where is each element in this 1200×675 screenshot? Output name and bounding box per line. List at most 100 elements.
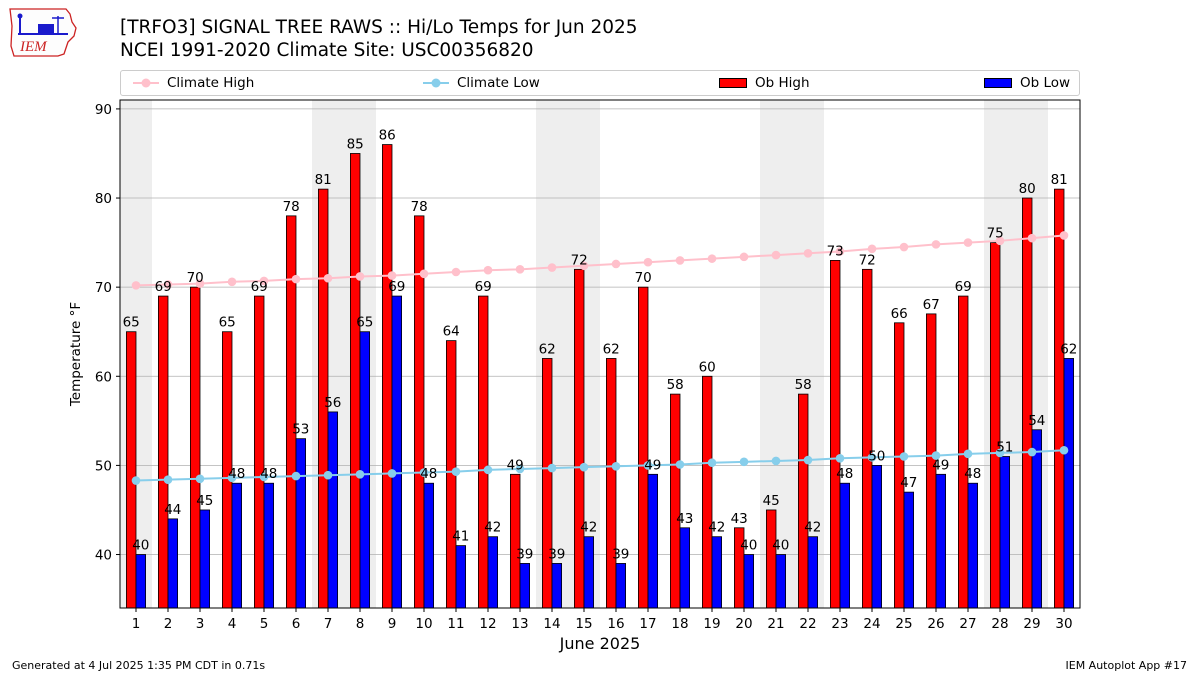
ob-low-value-label: 53 [292, 422, 309, 438]
x-tick-label: 25 [895, 616, 912, 632]
x-tick-label: 11 [447, 616, 464, 632]
ob-low-bar [327, 411, 339, 609]
ob-low-value-label: 42 [580, 520, 597, 536]
legend-label-climate-high: Climate High [167, 75, 255, 91]
ob-high-value-label: 70 [635, 270, 652, 286]
ob-high-bar [670, 393, 681, 609]
climate-low-point [323, 470, 333, 480]
ob-low-value-label: 42 [484, 520, 501, 536]
ob-high-bar [1054, 188, 1065, 609]
ob-low-bar [263, 482, 275, 609]
ob-low-bar [423, 482, 435, 609]
climate-high-point [387, 271, 397, 280]
climate-low-point [163, 475, 173, 484]
x-tick-label: 6 [292, 616, 301, 632]
ob-low-bar [967, 482, 979, 609]
x-tick-label: 5 [260, 616, 269, 632]
ob-high-value-label: 69 [251, 279, 268, 295]
ob-high-value-label: 45 [763, 493, 780, 509]
ob-low-value-label: 62 [1060, 341, 1077, 357]
climate-low-point [739, 457, 749, 467]
climate-high-point [1059, 231, 1069, 240]
x-tick-label: 17 [639, 616, 656, 632]
climate-low-point [291, 471, 301, 481]
climate-high-point [707, 254, 717, 263]
chart-subtitle: NCEI 1991-2020 Climate Site: USC00356820 [120, 40, 534, 61]
ob-high-value-label: 65 [123, 315, 140, 331]
legend-label-ob-high: Ob High [755, 75, 810, 91]
x-tick-label: 18 [671, 616, 688, 632]
ob-high-bar [157, 295, 169, 609]
x-tick-label: 13 [511, 616, 528, 632]
x-tick-label: 20 [735, 616, 752, 632]
climate-low-point [1027, 447, 1037, 457]
ob-high-value-label: 80 [1019, 181, 1036, 197]
climate-high-point [611, 259, 621, 269]
climate-high-point [675, 256, 685, 265]
plot-frame [119, 99, 1081, 609]
ob-low-swatch-icon [984, 78, 1012, 88]
x-tick-label: 16 [607, 616, 624, 632]
x-tick-label: 2 [164, 616, 173, 632]
ob-low-value-label: 48 [964, 466, 981, 482]
ob-low-value-label: 54 [1028, 413, 1045, 429]
ob-high-value-label: 69 [155, 279, 172, 295]
climate-low-point [995, 448, 1005, 458]
ob-low-bar [487, 536, 499, 609]
ob-low-value-label: 40 [740, 538, 757, 554]
climate-high-point [931, 240, 941, 249]
climate-low-point [483, 465, 493, 475]
legend-label-climate-low: Climate Low [457, 75, 540, 91]
ob-low-value-label: 43 [676, 511, 693, 527]
ob-low-bar [167, 518, 179, 609]
ob-high-value-label: 62 [603, 341, 620, 357]
climate-high-point [835, 247, 845, 256]
y-tick-label: 40 [95, 548, 112, 564]
ob-low-bar [391, 295, 403, 609]
ob-low-value-label: 47 [900, 475, 917, 491]
ob-high-bar [894, 322, 905, 609]
x-tick-label: 24 [863, 616, 880, 632]
climate-high-point [579, 261, 589, 271]
climate-high-point [547, 263, 557, 272]
climate-low-line [135, 449, 1065, 482]
ob-low-bar [295, 438, 307, 609]
ob-high-value-label: 72 [859, 252, 876, 268]
ob-low-value-label: 39 [516, 546, 533, 562]
ob-high-value-label: 69 [955, 279, 972, 295]
climate-low-point [355, 470, 365, 479]
ob-low-bar [647, 473, 659, 609]
ob-low-bar [455, 545, 467, 609]
climate-high-point [739, 252, 749, 262]
climate-low-point [611, 461, 621, 471]
climate-high-point [867, 244, 877, 254]
x-tick-label: 15 [575, 616, 592, 632]
app-footnote: IEM Autoplot App #17 [1065, 659, 1188, 672]
legend-label-ob-low: Ob Low [1020, 75, 1071, 91]
ob-low-value-label: 48 [260, 466, 277, 482]
climate-high-point [131, 281, 141, 290]
ob-low-value-label: 42 [708, 520, 725, 536]
climate-low-point [227, 473, 237, 483]
climate-high-point [771, 250, 781, 260]
y-tick-label: 80 [95, 191, 112, 207]
climate-high-point [259, 276, 269, 286]
ob-high-value-label: 73 [827, 243, 844, 259]
chart-title: [TRFO3] SIGNAL TREE RAWS :: Hi/Lo Temps … [120, 17, 638, 38]
x-tick-label: 27 [959, 616, 976, 632]
iem-logo-icon: IEM [9, 8, 77, 57]
ob-low-bar [231, 482, 243, 609]
climate-high-line-icon [133, 78, 159, 88]
climate-low-point [803, 455, 813, 465]
ob-high-value-label: 75 [987, 226, 1004, 242]
y-axis-label: Temperature °F [68, 302, 84, 407]
y-tick-label: 50 [95, 458, 112, 474]
ob-high-bar [638, 286, 649, 609]
ob-high-swatch-icon [719, 78, 747, 88]
ob-high-value-label: 58 [795, 377, 812, 393]
ob-low-bar [583, 536, 595, 609]
ob-high-value-label: 64 [443, 324, 460, 340]
ob-high-bar [830, 260, 841, 609]
ob-low-value-label: 49 [932, 457, 949, 473]
